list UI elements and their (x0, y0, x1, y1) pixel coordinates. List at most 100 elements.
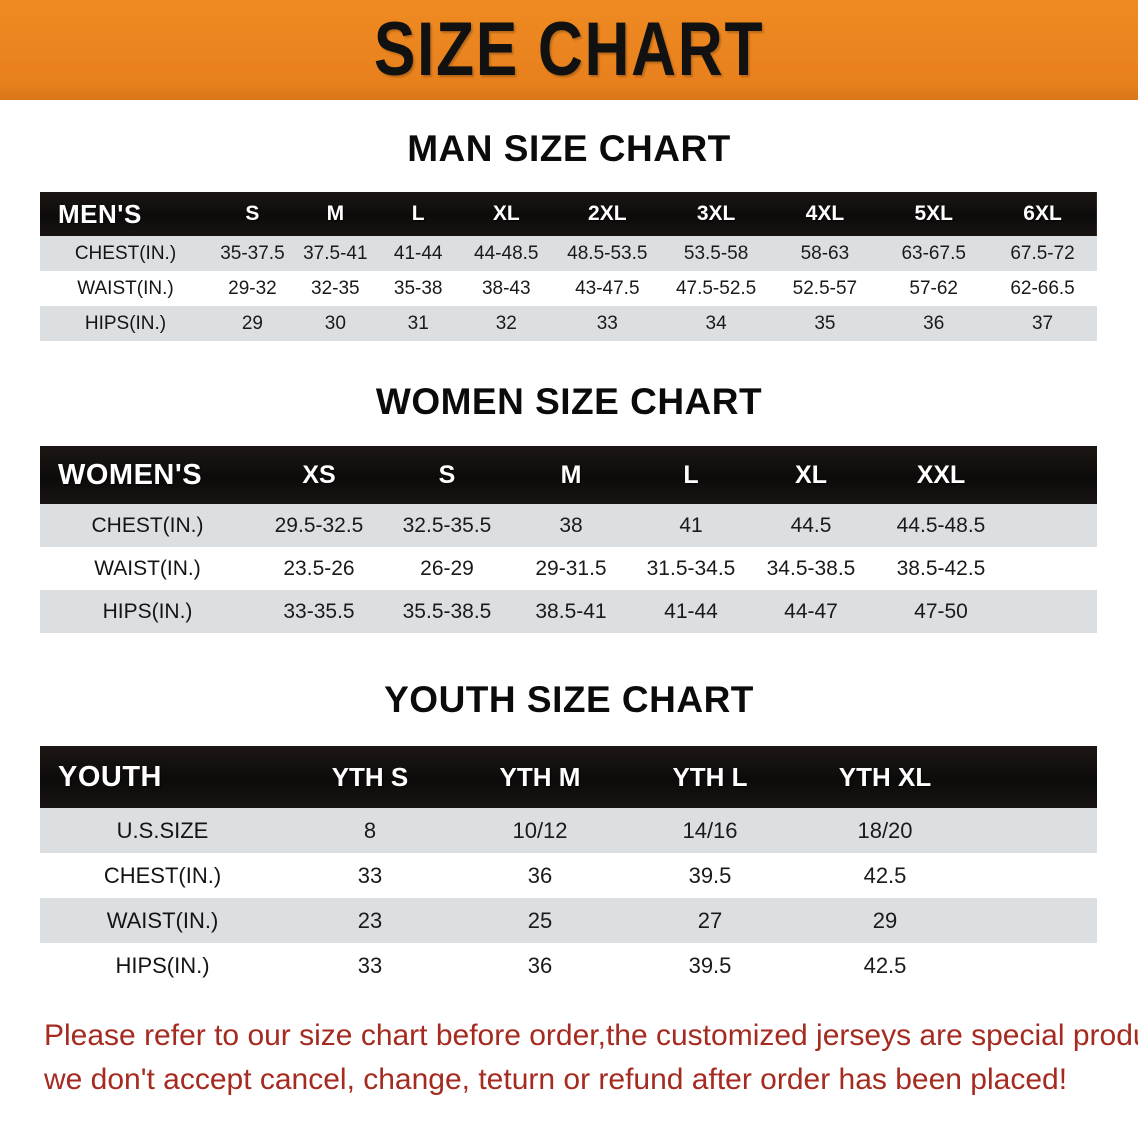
youth-table-header: YOUTH YTH S YTH M YTH L YTH XL (40, 746, 1097, 808)
man-col-header: 6XL (1023, 202, 1062, 225)
disclaimer-line-1: Please refer to our size chart before or… (44, 1019, 1138, 1052)
man-col-header: 4XL (805, 202, 845, 225)
women-col-header: S (438, 460, 456, 489)
youth-col-header: YTH M (499, 761, 581, 792)
cell: 52.5-57 (770, 271, 880, 306)
cell: 33 (552, 306, 662, 341)
row-label: WAIST(IN.) (40, 547, 255, 590)
cell: 30 (293, 306, 377, 341)
cell: 39.5 (625, 853, 795, 898)
cell-spacer (1011, 504, 1097, 547)
cell: 37.5-41 (293, 236, 377, 271)
cell: 38.5-41 (511, 590, 631, 633)
women-section-title: WOMEN SIZE CHART (375, 381, 763, 422)
man-col-header: XL (492, 202, 520, 225)
cell: 18/20 (795, 808, 975, 853)
page-title: SIZE CHART (373, 7, 765, 92)
table-row: CHEST(IN.) 35-37.5 37.5-41 41-44 44-48.5… (40, 236, 1097, 271)
man-col-header: S (245, 202, 260, 225)
table-row: U.S.SIZE 8 10/12 14/16 18/20 (40, 808, 1097, 853)
cell-spacer (975, 943, 1097, 988)
cell: 44.5-48.5 (871, 504, 1011, 547)
cell: 37 (988, 306, 1097, 341)
row-label: WAIST(IN.) (40, 898, 285, 943)
man-col-header: 3XL (696, 202, 736, 225)
cell: 57-62 (879, 271, 989, 306)
cell: 38.5-42.5 (871, 547, 1011, 590)
table-header-row: WOMEN'S XS S M L XL XXL (40, 446, 1097, 504)
cell: 33 (285, 853, 455, 898)
cell: 48.5-53.5 (552, 236, 662, 271)
youth-table-body: U.S.SIZE 8 10/12 14/16 18/20 CHEST(IN.) … (40, 808, 1097, 988)
cell: 36 (455, 943, 625, 988)
women-header-spacer (1011, 446, 1097, 504)
row-label: HIPS(IN.) (40, 306, 211, 341)
cell: 33-35.5 (255, 590, 383, 633)
cell: 41 (631, 504, 751, 547)
table-header-row: YOUTH YTH S YTH M YTH L YTH XL (40, 746, 1097, 808)
man-col-header: 5XL (914, 202, 953, 225)
cell: 29 (795, 898, 975, 943)
cell: 38-43 (459, 271, 553, 306)
man-table-header: MEN'S S M L XL 2XL 3XL 4XL 5XL 6XL (40, 192, 1097, 236)
cell-spacer (975, 898, 1097, 943)
table-row: HIPS(IN.) 29 30 31 32 33 34 35 36 37 (40, 306, 1097, 341)
cell: 34 (661, 306, 771, 341)
cell: 23.5-26 (255, 547, 383, 590)
cell: 31.5-34.5 (631, 547, 751, 590)
row-label: HIPS(IN.) (40, 943, 285, 988)
cell: 10/12 (455, 808, 625, 853)
cell: 53.5-58 (661, 236, 771, 271)
cell: 39.5 (625, 943, 795, 988)
table-header-row: MEN'S S M L XL 2XL 3XL 4XL 5XL 6XL (40, 192, 1097, 236)
cell: 29.5-32.5 (255, 504, 383, 547)
cell: 29 (210, 306, 294, 341)
cell: 63-67.5 (879, 236, 989, 271)
women-size-table: WOMEN'S XS S M L XL XXL CHEST(IN.) 29.5-… (40, 446, 1097, 633)
row-label: CHEST(IN.) (40, 853, 285, 898)
cell: 31 (376, 306, 460, 341)
disclaimer-line-2: we don't accept cancel, change, teturn o… (44, 1062, 1068, 1096)
cell: 33 (285, 943, 455, 988)
cell: 29-32 (210, 271, 294, 306)
youth-size-table: YOUTH YTH S YTH M YTH L YTH XL U.S.SIZE … (40, 746, 1097, 988)
cell: 35.5-38.5 (383, 590, 511, 633)
women-corner-label: WOMEN'S (58, 458, 203, 491)
cell: 25 (455, 898, 625, 943)
disclaimer-note: Please refer to our size chart before or… (40, 1014, 1138, 1101)
table-row: WAIST(IN.) 23.5-26 26-29 29-31.5 31.5-34… (40, 547, 1097, 590)
cell-spacer (975, 853, 1097, 898)
cell: 43-47.5 (552, 271, 662, 306)
cell: 35-38 (376, 271, 460, 306)
youth-col-header: YTH S (331, 761, 409, 792)
page-header-banner: SIZE CHART (0, 0, 1138, 100)
women-col-header: XL (795, 460, 827, 489)
youth-corner-label: YOUTH (58, 760, 162, 793)
row-label: WAIST(IN.) (40, 271, 211, 306)
cell: 35 (770, 306, 880, 341)
cell: 42.5 (795, 943, 975, 988)
table-row: HIPS(IN.) 33 36 39.5 42.5 (40, 943, 1097, 988)
cell: 26-29 (383, 547, 511, 590)
women-table-header: WOMEN'S XS S M L XL XXL (40, 446, 1097, 504)
youth-section-title: YOUTH SIZE CHART (384, 679, 754, 720)
cell: 67.5-72 (988, 236, 1097, 271)
man-corner-label: MEN'S (58, 198, 142, 229)
row-label: CHEST(IN.) (40, 504, 255, 547)
cell: 47.5-52.5 (661, 271, 771, 306)
cell: 34.5-38.5 (751, 547, 871, 590)
youth-col-header: YTH XL (838, 761, 932, 792)
cell: 36 (455, 853, 625, 898)
cell: 14/16 (625, 808, 795, 853)
cell: 29-31.5 (511, 547, 631, 590)
cell: 38 (511, 504, 631, 547)
women-col-header: XS (302, 460, 336, 489)
cell: 23 (285, 898, 455, 943)
row-label: U.S.SIZE (40, 808, 285, 853)
cell-spacer (1011, 547, 1097, 590)
cell: 62-66.5 (988, 271, 1097, 306)
cell: 36 (879, 306, 989, 341)
youth-header-spacer (975, 746, 1097, 808)
cell: 35-37.5 (210, 236, 294, 271)
row-label: HIPS(IN.) (40, 590, 255, 633)
